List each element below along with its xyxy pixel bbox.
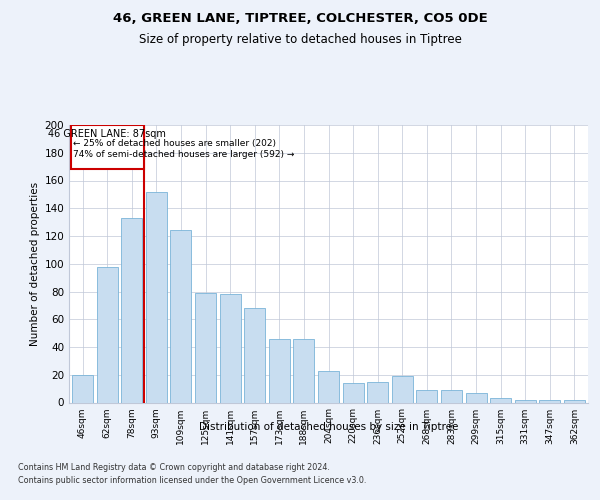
Bar	[72, 375, 93, 402]
Bar	[318, 370, 339, 402]
Bar	[121, 218, 142, 402]
Bar	[146, 192, 167, 402]
Bar	[490, 398, 511, 402]
Bar	[343, 383, 364, 402]
Bar	[367, 382, 388, 402]
Bar	[564, 400, 585, 402]
Bar	[220, 294, 241, 403]
Bar	[392, 376, 413, 402]
Bar	[71, 125, 144, 170]
Bar	[416, 390, 437, 402]
Bar	[269, 338, 290, 402]
Text: Contains public sector information licensed under the Open Government Licence v3: Contains public sector information licen…	[18, 476, 367, 485]
Text: 46 GREEN LANE: 87sqm: 46 GREEN LANE: 87sqm	[49, 129, 166, 139]
Text: 74% of semi-detached houses are larger (592) →: 74% of semi-detached houses are larger (…	[73, 150, 295, 159]
Text: Contains HM Land Registry data © Crown copyright and database right 2024.: Contains HM Land Registry data © Crown c…	[18, 462, 330, 471]
Y-axis label: Number of detached properties: Number of detached properties	[30, 182, 40, 346]
Text: 46, GREEN LANE, TIPTREE, COLCHESTER, CO5 0DE: 46, GREEN LANE, TIPTREE, COLCHESTER, CO5…	[113, 12, 487, 26]
Bar	[466, 393, 487, 402]
Bar	[539, 400, 560, 402]
Text: Size of property relative to detached houses in Tiptree: Size of property relative to detached ho…	[139, 32, 461, 46]
Bar	[515, 400, 536, 402]
Bar	[441, 390, 462, 402]
Bar	[244, 308, 265, 402]
Bar	[97, 266, 118, 402]
Bar	[170, 230, 191, 402]
Text: ← 25% of detached houses are smaller (202): ← 25% of detached houses are smaller (20…	[73, 139, 276, 148]
Bar	[293, 338, 314, 402]
Bar	[195, 293, 216, 403]
Text: Distribution of detached houses by size in Tiptree: Distribution of detached houses by size …	[199, 422, 458, 432]
